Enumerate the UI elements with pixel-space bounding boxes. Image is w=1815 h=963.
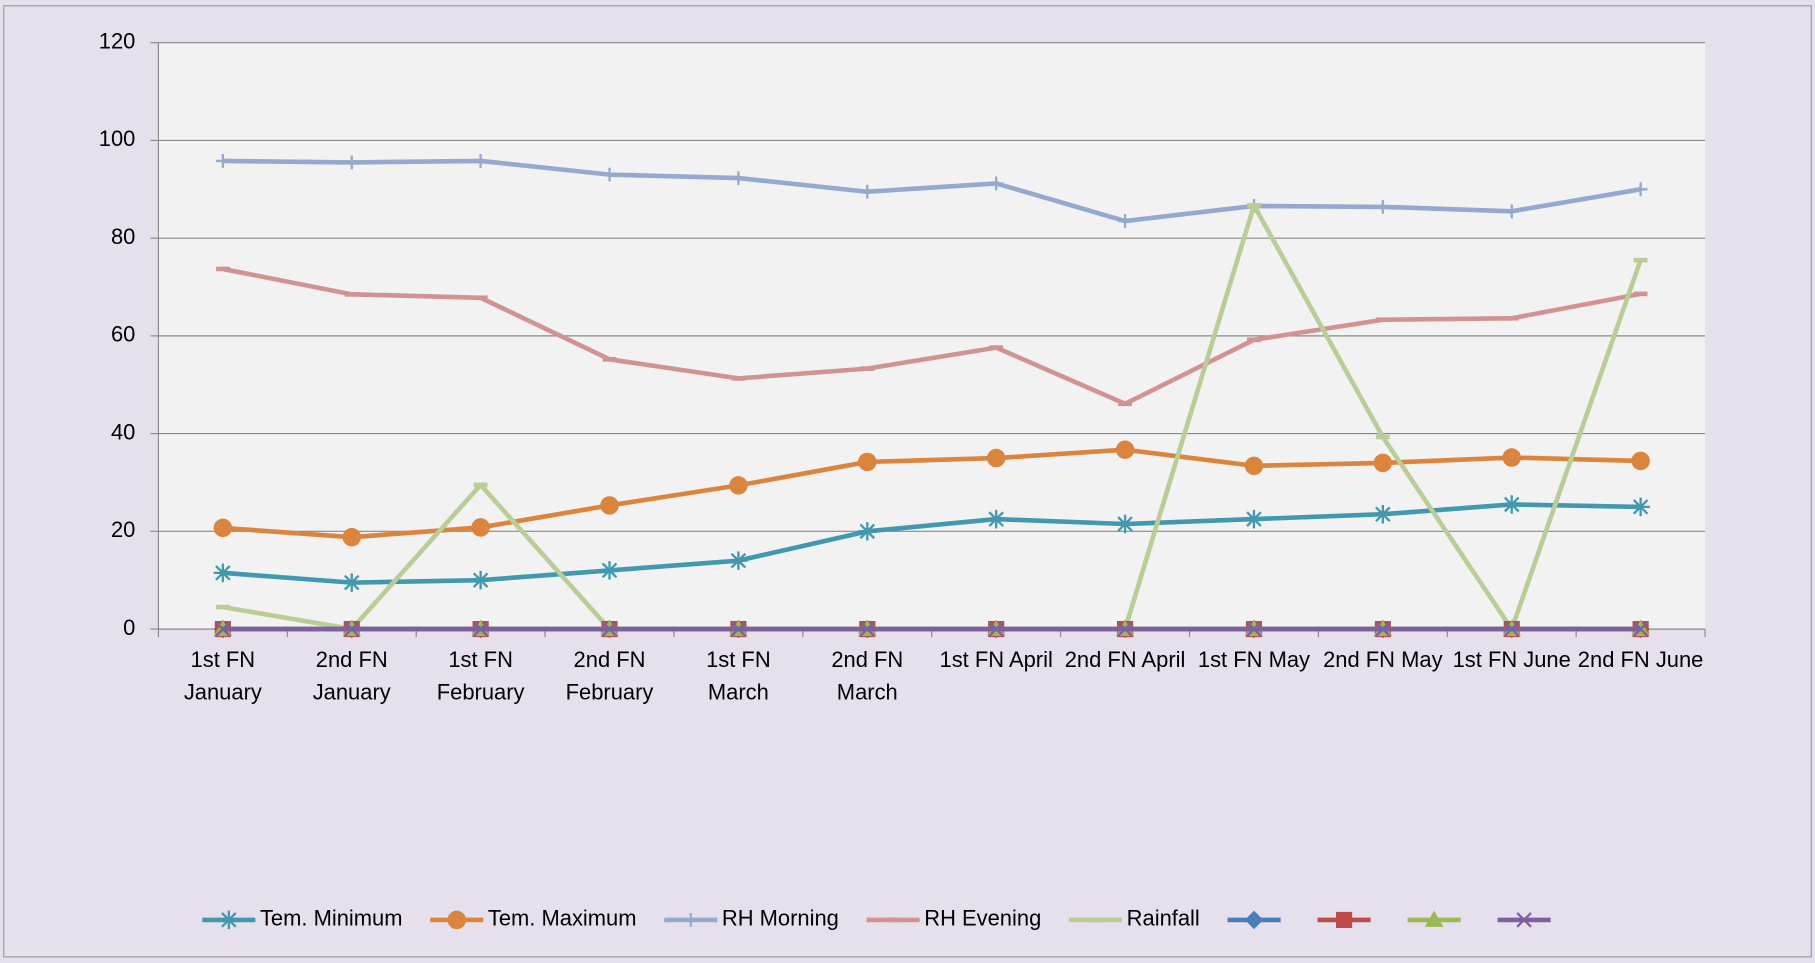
marker [988,621,1004,637]
marker [344,155,359,170]
marker [858,522,877,541]
series-line [222,158,1642,224]
marker [213,518,233,538]
marker [472,621,489,637]
x-tick-label-box: 2nd FN April [1064,648,1186,673]
x-tick-label-box: 2nd FN February [565,648,654,706]
x-tick-label-box: 1st FN June [1452,648,1571,673]
marker [986,509,1006,529]
x-tick-label-box: 1st FN May [1197,648,1310,673]
marker [213,563,233,583]
marker [1244,910,1264,930]
marker [342,527,361,547]
marker [471,570,490,590]
marker [730,621,747,637]
marker [1244,456,1264,476]
marker [215,154,230,168]
marker [447,910,466,930]
x-tick-label-box: 1st FN March [706,648,771,706]
marker [473,154,488,168]
legend-label: Tem. Minimum [260,906,403,931]
marker [1115,440,1135,459]
x-tick-label: 2nd FN February [565,648,654,706]
x-tick-label: 2nd FN March [831,648,904,706]
x-tick-label: 1st FN April [939,648,1053,673]
x-tick-label: 1st FN February [436,648,525,706]
marker [1118,214,1132,228]
marker [858,452,877,472]
marker [1504,204,1519,219]
y-tick-label: 100 [99,126,136,151]
x-tick-label-box: 1st FN April [939,648,1053,673]
marker [1633,182,1648,197]
legend-label: RH Morning [722,906,839,931]
marker [1244,509,1264,529]
marker [729,476,748,495]
marker [344,621,360,637]
marker [1373,504,1393,524]
marker [215,621,231,637]
marker [989,176,1004,191]
y-tick-label: 60 [111,322,135,347]
marker [1502,495,1521,514]
marker [219,910,239,930]
marker [1375,199,1390,214]
marker [1373,453,1393,473]
marker [731,171,746,185]
x-tick-label-box: 2nd FN January [312,648,391,706]
y-tick-label: 20 [111,517,135,542]
marker [1631,451,1650,471]
marker [860,184,875,199]
x-tick-label-box: 2nd FN June [1577,648,1704,673]
series-line [222,266,1642,407]
marker [1246,621,1262,637]
marker [1115,514,1135,534]
x-tick-label-box: 1st FN February [436,648,525,706]
x-tick-label-box: 2nd FN May [1323,648,1443,673]
legend-label: Rainfall [1127,906,1200,931]
marker [1502,448,1521,467]
series-line [222,502,1641,585]
marker [1375,621,1391,637]
marker [1631,497,1650,517]
marker [683,912,698,927]
legend-label: RH Evening [924,906,1041,931]
x-tick-label-box: 1st FN January [183,648,262,706]
y-tick-label: 0 [123,615,135,640]
marker [729,551,748,570]
x-tick-label: 2nd FN May [1323,648,1443,673]
series-line [222,447,1641,540]
marker [602,167,617,182]
marker [986,448,1006,468]
y-tick-label: 120 [99,29,136,54]
marker [859,621,876,637]
marker [1632,621,1649,637]
x-tick-label: 1st FN May [1197,648,1310,673]
x-tick-label-box: 2nd FN March [831,648,904,706]
marker [601,621,618,637]
y-tick-label: 40 [111,419,135,444]
marker [1424,910,1444,927]
x-tick-label: 2nd FN April [1064,648,1186,673]
x-tick-label: 1st FN June [1452,648,1571,673]
marker [1503,621,1520,637]
marker [1117,621,1133,637]
x-tick-label: 2nd FN January [312,648,391,706]
x-tick-label: 1st FN March [706,648,771,706]
marker [471,518,490,537]
x-tick-label: 1st FN January [183,648,262,706]
y-tick-label: 80 [111,224,135,249]
marker [1335,911,1353,928]
legend-label: Tem. Maximum [488,906,637,931]
marker [1516,912,1532,928]
marker [342,573,361,592]
marker [600,496,619,515]
marker [600,561,619,580]
x-tick-label: 2nd FN June [1577,648,1704,673]
